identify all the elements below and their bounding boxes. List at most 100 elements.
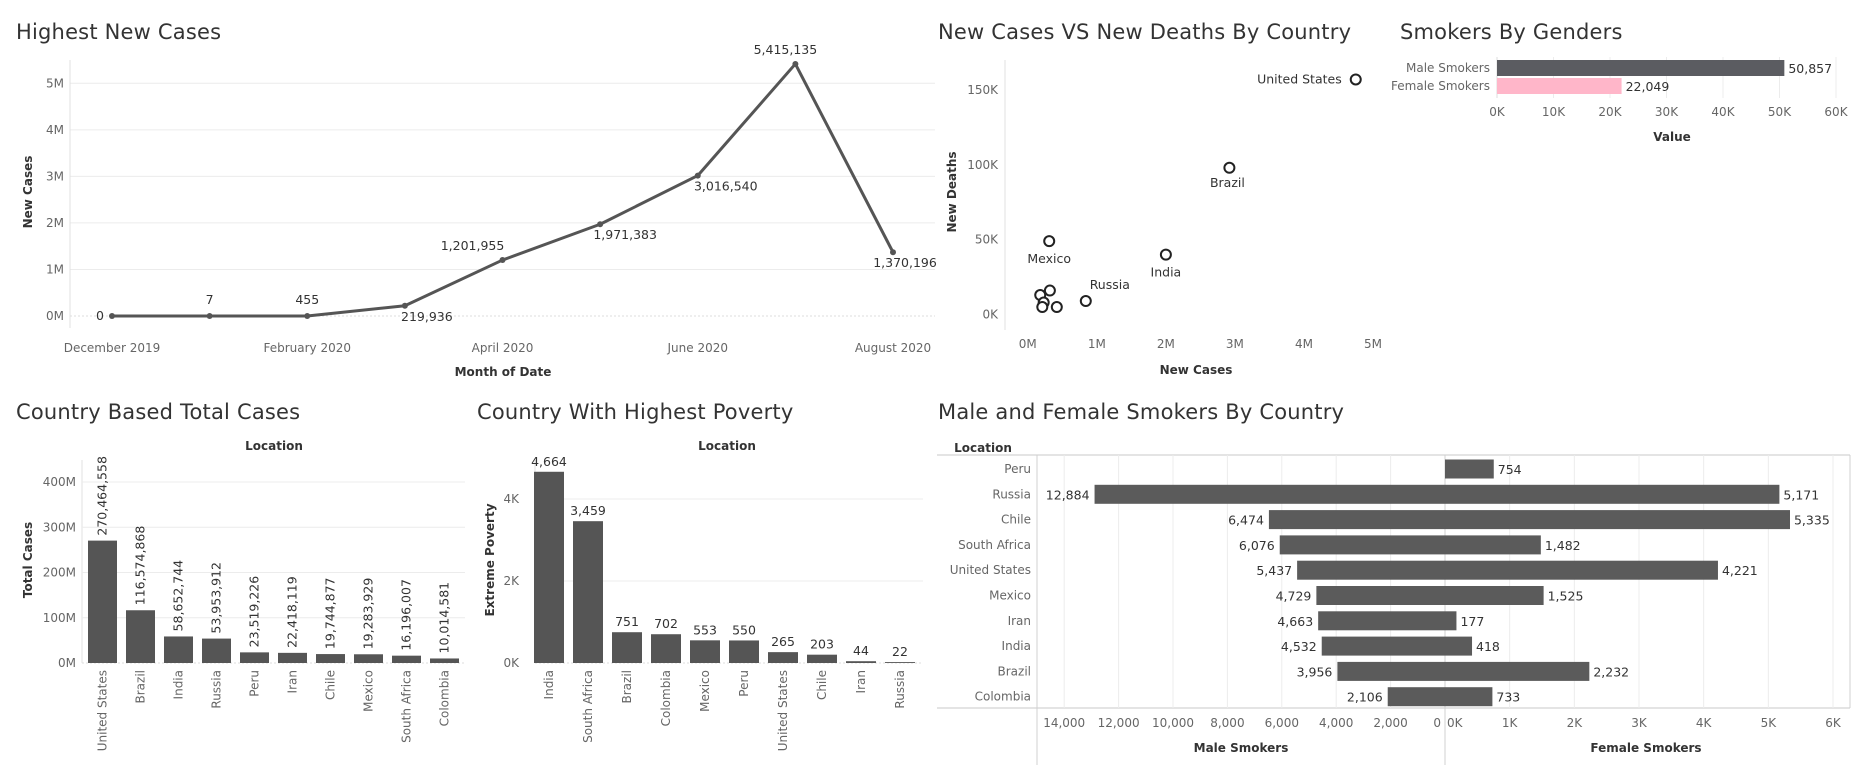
x-tick-label: December 2019: [64, 341, 161, 355]
bar-data-label: 58,652,744: [171, 560, 186, 632]
female-tick-label: 1K: [1502, 716, 1519, 730]
bar-data-label: 16,196,007: [399, 579, 414, 651]
total-cases-chart: Location 0M 100M 200M 300M 400M Total Cases 270…: [21, 439, 465, 751]
x-tick-label: Chile: [815, 670, 829, 700]
poverty-bar: [885, 662, 915, 663]
female-data-label: 177: [1460, 614, 1484, 629]
female-tick-label: 3K: [1631, 716, 1648, 730]
x-tick-label: Iran: [854, 670, 868, 693]
poverty-bar: [768, 652, 798, 663]
male-tick-label: 4,000: [1319, 716, 1353, 730]
male-data-label: 4,532: [1281, 639, 1317, 654]
male-tick-label: 8,000: [1210, 716, 1244, 730]
scatter-point-label: India: [1151, 265, 1182, 280]
location-label: Peru: [1004, 462, 1031, 476]
bar-data-label: 22,049: [1626, 79, 1670, 94]
total-cases-bar: [164, 636, 193, 663]
line-point: [109, 313, 115, 319]
male-smokers-bar: [1279, 535, 1445, 555]
line-point: [401, 302, 408, 309]
y-tick-label: 0K: [503, 656, 520, 670]
scatter-point: [1159, 248, 1172, 261]
y-axis-title: Extreme Poverty: [483, 503, 497, 616]
bar-data-label: 4,664: [531, 454, 567, 469]
scatter-point: [1079, 295, 1092, 308]
scatter-point: [1223, 161, 1236, 174]
line-point: [890, 249, 896, 256]
female-axis-title: Female Smokers: [1590, 741, 1701, 755]
poverty-bar: [690, 640, 720, 663]
x-tick-label: Mexico: [362, 670, 376, 712]
poverty-bar: [612, 632, 642, 663]
bar-data-label: 22: [892, 644, 908, 659]
male-smokers-bar: [1094, 484, 1445, 504]
x-tick-label: United States: [96, 670, 110, 751]
female-smokers-bar: [1445, 586, 1544, 605]
y-axis-title: New Deaths: [945, 151, 959, 232]
x-tick-label: 0K: [1489, 105, 1506, 119]
poverty-bar: [807, 654, 837, 663]
bar-data-label: 265: [771, 634, 795, 649]
female-tick-label: 6K: [1825, 716, 1842, 730]
bar-data-label: 53,953,912: [209, 562, 224, 634]
female-smokers-bar: [1445, 611, 1457, 631]
male-data-label: 6,076: [1239, 538, 1275, 553]
location-header: Location: [954, 441, 1012, 455]
y-tick-label: 4M: [46, 123, 64, 137]
y-tick-label: 150K: [967, 83, 999, 97]
category-label: Male Smokers: [1406, 61, 1490, 75]
female-tick-label: 4K: [1696, 716, 1713, 730]
smokers-country-title: Male and Female Smokers By Country: [938, 400, 1345, 424]
bar-data-label: 203: [810, 637, 834, 652]
y-axis-title: New Cases: [21, 156, 35, 229]
bar-data-label: 19,744,877: [323, 577, 338, 649]
x-tick-label: Chile: [324, 670, 338, 700]
location-label: Colombia: [975, 690, 1031, 704]
y-tick-label: 0K: [982, 308, 999, 322]
scatter-point: [1043, 284, 1056, 297]
bar-data-label: 751: [615, 614, 639, 629]
x-tick-label: 40K: [1711, 105, 1735, 119]
location-label: South Africa: [958, 538, 1031, 552]
female-data-label: 5,335: [1794, 513, 1830, 528]
male-tick-label: 6,000: [1265, 716, 1299, 730]
x-axis-title: Value: [1653, 130, 1691, 144]
male-smokers-bar: [1297, 560, 1445, 580]
male-data-label: 4,729: [1276, 589, 1312, 604]
bar-data-label: 50,857: [1788, 61, 1832, 76]
line-data-label: 0: [96, 308, 104, 323]
total-cases-bar: [430, 658, 459, 663]
total-cases-bar: [126, 610, 155, 663]
location-label: Chile: [1001, 513, 1031, 527]
line-data-label: 455: [295, 292, 319, 307]
female-data-label: 733: [1496, 690, 1520, 705]
y-axis-title: Total Cases: [21, 522, 35, 598]
x-tick-label: 10K: [1542, 105, 1566, 119]
location-header: Location: [698, 439, 756, 453]
x-tick-label: India: [172, 670, 186, 699]
female-data-label: 418: [1476, 639, 1500, 654]
male-tick-label: 2,000: [1373, 716, 1407, 730]
male-data-label: 6,474: [1228, 513, 1264, 528]
scatter-point: [1043, 235, 1056, 248]
x-tick-label: Iran: [286, 670, 300, 693]
bar-data-label: 10,014,581: [437, 582, 452, 654]
x-tick-label: 60K: [1824, 105, 1848, 119]
line-point: [694, 172, 701, 179]
total-cases-bar: [240, 652, 269, 663]
y-tick-label: 2K: [503, 574, 520, 588]
total-cases-bar: [392, 655, 421, 663]
poverty-bar: [573, 521, 603, 663]
bar-data-label: 3,459: [570, 503, 606, 518]
male-data-label: 12,884: [1046, 487, 1090, 502]
poverty-bar: [534, 471, 564, 663]
male-tick-label: 0: [1433, 716, 1441, 730]
y-tick-label: 400M: [43, 475, 76, 489]
female-smokers-bar: [1445, 459, 1494, 479]
poverty-bar: [729, 640, 759, 663]
line-chart-title: Highest New Cases: [16, 20, 222, 44]
bar-data-label: 270,464,558: [95, 456, 110, 536]
female-data-label: 4,221: [1722, 563, 1758, 578]
y-tick-label: 3M: [46, 169, 64, 183]
